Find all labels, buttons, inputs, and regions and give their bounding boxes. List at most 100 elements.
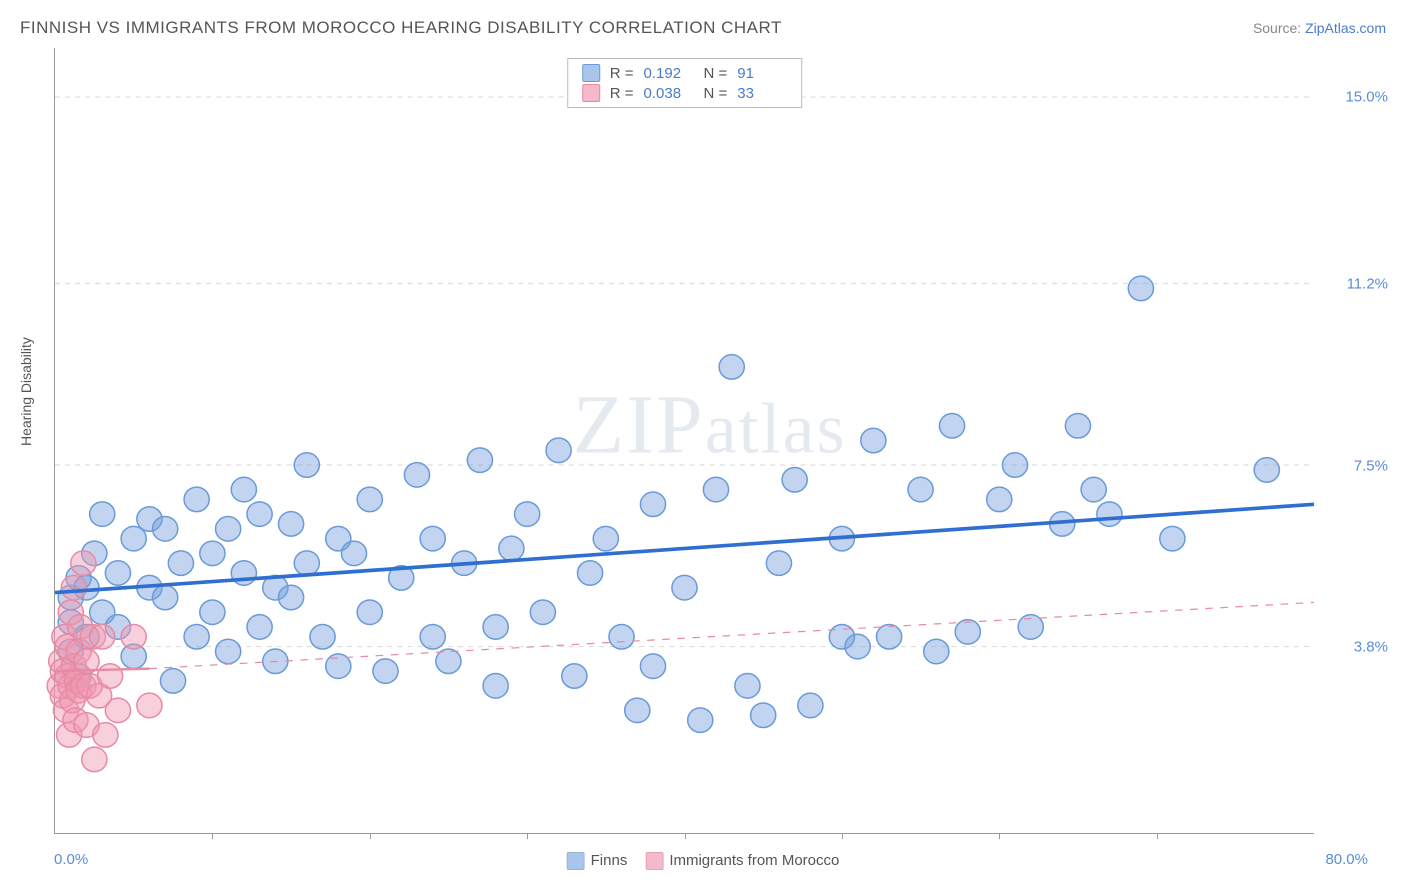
legend-n-label: N = [704,85,728,102]
data-point [294,453,319,478]
legend-n-value: 33 [737,85,787,102]
data-point [357,600,382,625]
data-point [294,551,319,576]
legend-n-value: 91 [737,65,787,82]
data-point [1254,458,1279,483]
data-point [1065,414,1090,439]
data-point [955,620,980,645]
legend-r-label: R = [610,65,634,82]
legend-r-label: R = [610,85,634,102]
data-point [987,487,1012,512]
data-point [373,659,398,684]
data-point [499,536,524,561]
data-point [735,674,760,699]
data-point [640,654,665,679]
data-point [200,600,225,625]
legend-swatch [645,852,663,870]
chart-container: FINNISH VS IMMIGRANTS FROM MOROCCO HEARI… [0,0,1406,892]
data-point [782,467,807,492]
data-point [546,438,571,463]
data-point [688,708,713,733]
data-point [798,693,823,718]
data-point [71,551,96,576]
data-point [216,517,241,542]
correlation-legend: R =0.192N =91R =0.038N =33 [567,58,803,108]
legend-row: R =0.038N =33 [582,83,788,103]
data-point [160,669,185,694]
data-point [105,698,130,723]
legend-label: Immigrants from Morocco [669,852,839,869]
data-point [719,355,744,380]
data-point [593,526,618,551]
plot-area: ZIPatlas R =0.192N =91R =0.038N =33 [54,48,1314,834]
data-point [861,428,886,453]
data-point [751,703,776,728]
data-point [420,526,445,551]
data-point [483,674,508,699]
y-axis-label: Hearing Disability [18,337,34,446]
data-point [200,541,225,566]
data-point [90,624,115,649]
series-legend: Finns Immigrants from Morocco [567,852,840,870]
x-tick [1157,833,1158,839]
data-point [216,639,241,664]
legend-swatch [582,64,600,82]
y-tick-label: 7.5% [1354,457,1388,474]
data-point [609,624,634,649]
legend-swatch [582,84,600,102]
x-tick [842,833,843,839]
data-point [908,477,933,502]
data-point [530,600,555,625]
data-point [278,585,303,610]
data-point [97,664,122,689]
data-point [231,477,256,502]
legend-swatch [567,852,585,870]
data-point [357,487,382,512]
x-tick [685,833,686,839]
data-point [93,723,118,748]
data-point [845,634,870,659]
x-tick [527,833,528,839]
x-axis-min-label: 0.0% [54,851,88,868]
scatter-svg [55,48,1314,833]
x-tick [212,833,213,839]
data-point [420,624,445,649]
data-point [939,414,964,439]
data-point [168,551,193,576]
legend-label: Finns [591,852,628,869]
data-point [1097,502,1122,527]
y-tick-label: 3.8% [1354,639,1388,656]
source-attribution: Source: ZipAtlas.com [1253,20,1386,36]
source-link[interactable]: ZipAtlas.com [1305,20,1386,36]
data-point [153,517,178,542]
data-point [625,698,650,723]
data-point [247,502,272,527]
data-point [404,463,429,488]
data-point [153,585,178,610]
legend-n-label: N = [704,65,728,82]
chart-title: FINNISH VS IMMIGRANTS FROM MOROCCO HEARI… [20,18,782,38]
source-label: Source: [1253,20,1305,36]
x-tick [370,833,371,839]
legend-r-value: 0.192 [644,65,694,82]
data-point [515,502,540,527]
x-tick [999,833,1000,839]
data-point [278,512,303,537]
data-point [61,575,86,600]
data-point [184,624,209,649]
data-point [90,502,115,527]
legend-item: Finns [567,852,628,870]
data-point [672,575,697,600]
data-point [562,664,587,689]
data-point [467,448,492,473]
data-point [924,639,949,664]
data-point [483,615,508,640]
data-point [766,551,791,576]
legend-item: Immigrants from Morocco [645,852,839,870]
data-point [1081,477,1106,502]
data-point [82,747,107,772]
y-tick-label: 11.2% [1347,275,1388,292]
data-point [137,693,162,718]
data-point [1128,276,1153,301]
data-point [247,615,272,640]
